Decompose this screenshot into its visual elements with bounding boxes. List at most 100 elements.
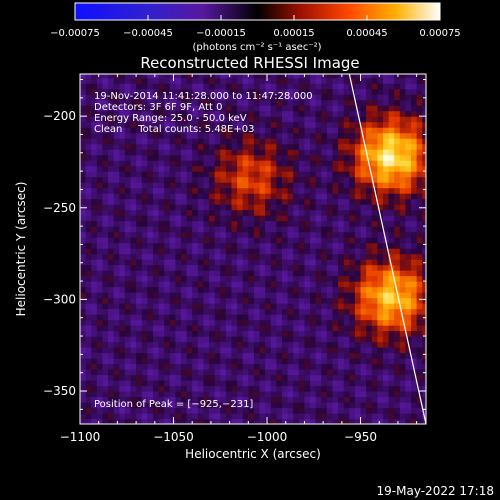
heatmap-cell <box>259 374 266 381</box>
heatmap-cell <box>231 242 238 249</box>
heatmap-cell <box>158 77 165 84</box>
heatmap-cell <box>124 330 132 337</box>
heatmap-cell <box>242 358 249 365</box>
heatmap-cell <box>141 391 148 398</box>
heatmap-cell <box>147 182 154 189</box>
heatmap-cell <box>416 275 423 282</box>
heatmap-cell <box>220 374 227 381</box>
heatmap-cell <box>321 391 328 398</box>
heatmap-cell <box>349 286 356 293</box>
heatmap-cell <box>169 341 176 348</box>
heatmap-cell <box>141 220 148 227</box>
heatmap-cell <box>80 99 87 106</box>
heatmap-cell <box>96 314 104 321</box>
heatmap-cell <box>354 369 362 376</box>
heatmap-cell <box>281 127 289 134</box>
heatmap-cell <box>108 237 115 244</box>
heatmap-cell <box>91 171 98 178</box>
heatmap-cell <box>326 286 334 293</box>
heatmap-cell <box>203 116 210 123</box>
heatmap-cell <box>164 259 171 266</box>
heatmap-cell <box>270 319 277 326</box>
heatmap-cell <box>220 215 227 222</box>
heatmap-cell <box>298 270 306 277</box>
heatmap-cell <box>180 154 188 161</box>
heatmap-cell <box>394 281 401 288</box>
heatmap-cell <box>119 308 126 315</box>
heatmap-cell <box>203 413 210 420</box>
heatmap-cell <box>315 341 322 348</box>
heatmap-cell <box>164 380 171 387</box>
heatmap-cell <box>338 281 345 288</box>
heatmap-cell <box>270 336 277 343</box>
heatmap-cell <box>169 358 176 365</box>
heatmap-cell <box>152 198 160 205</box>
heatmap-cell <box>119 259 126 266</box>
heatmap-cell <box>130 308 137 315</box>
heatmap-cell <box>175 77 182 84</box>
heatmap-cell <box>209 297 216 304</box>
heatmap-cell <box>293 198 300 205</box>
heatmap-cell <box>321 418 328 424</box>
heatmap-cell <box>91 127 98 134</box>
heatmap-cell <box>197 380 205 387</box>
heatmap-cell <box>164 297 171 304</box>
heatmap-cell <box>416 369 423 376</box>
heatmap-cell <box>180 237 188 244</box>
heatmap-cell <box>203 110 210 117</box>
heatmap-cell <box>197 105 205 112</box>
heatmap-cell <box>113 308 120 315</box>
heatmap-cell <box>113 116 120 123</box>
heatmap-cell <box>186 413 193 420</box>
heatmap-cell <box>169 171 176 178</box>
heatmap-cell <box>366 391 373 398</box>
heatmap-cell <box>119 116 126 123</box>
heatmap-cell <box>80 209 87 216</box>
heatmap-cell <box>326 270 334 277</box>
heatmap-cell <box>147 94 154 101</box>
heatmap-cell <box>310 154 317 161</box>
heatmap-cell <box>186 220 193 227</box>
heatmap-cell <box>293 369 300 376</box>
heatmap-cell <box>186 215 193 222</box>
heatmap-cell <box>197 418 205 424</box>
heatmap-cell <box>354 187 362 194</box>
heatmap-cell <box>214 99 221 106</box>
heatmap-cell <box>411 275 418 282</box>
heatmap-cell <box>113 363 120 370</box>
heatmap-cell <box>197 259 205 266</box>
heatmap-cell <box>343 215 350 222</box>
heatmap-cell <box>180 88 188 95</box>
heatmap-cell <box>332 171 339 178</box>
heatmap-cell <box>108 259 115 266</box>
heatmap-cell <box>265 99 272 106</box>
heatmap-cell <box>96 231 104 238</box>
heatmap-cell <box>108 391 115 398</box>
heatmap-cell <box>326 380 334 387</box>
heatmap-cell <box>287 176 294 183</box>
heatmap-cell <box>175 165 182 172</box>
heatmap-cell <box>180 374 188 381</box>
heatmap-cell <box>113 198 120 205</box>
heatmap-cell <box>237 281 244 288</box>
heatmap-cell <box>186 171 193 178</box>
heatmap-cell <box>85 259 92 266</box>
heatmap-cell <box>158 160 165 167</box>
heatmap-cell <box>141 154 148 161</box>
heatmap-cell <box>287 160 294 167</box>
heatmap-cell <box>186 176 193 183</box>
heatmap-cell <box>102 116 109 123</box>
heatmap-cell <box>180 138 188 145</box>
heatmap-cell <box>180 292 188 299</box>
heatmap-cell <box>270 226 277 233</box>
heatmap-cell <box>382 281 390 288</box>
heatmap-cell <box>293 182 300 189</box>
heatmap-cell <box>253 105 261 112</box>
heatmap-cell <box>422 121 426 128</box>
heatmap-cell <box>326 336 334 343</box>
heatmap-cell <box>326 303 334 310</box>
heatmap-cell <box>80 292 87 299</box>
heatmap-cell <box>136 94 143 101</box>
heatmap-cell <box>169 127 176 134</box>
heatmap-cell <box>315 149 322 156</box>
